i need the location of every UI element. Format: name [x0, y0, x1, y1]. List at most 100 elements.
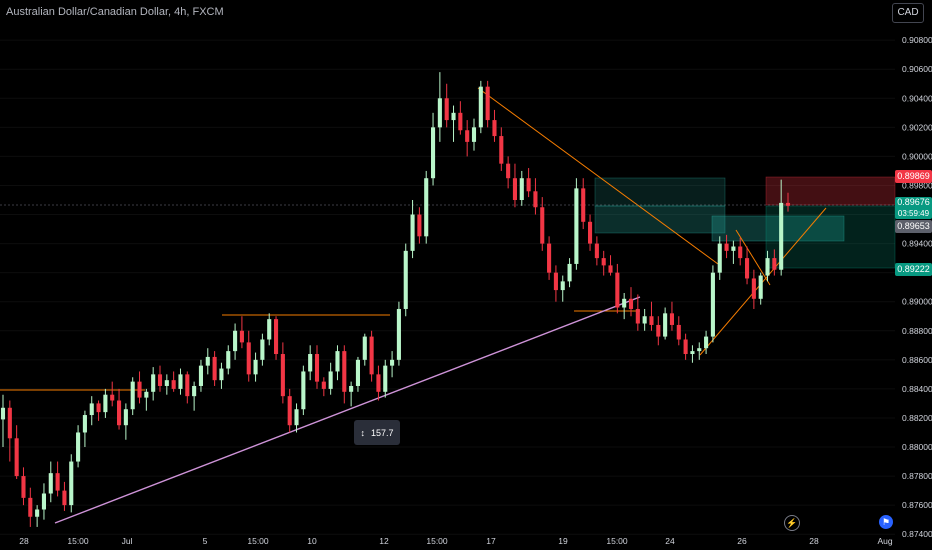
candle — [192, 381, 197, 411]
candle-body — [635, 308, 640, 324]
candle — [540, 197, 545, 251]
candle — [547, 236, 552, 280]
candle-body — [765, 258, 770, 276]
y-tick-label: 0.90000 — [902, 151, 932, 161]
candle-body — [294, 409, 299, 426]
candle — [62, 481, 67, 511]
candle-body — [110, 394, 115, 401]
candle — [710, 265, 715, 343]
currency-button[interactable]: CAD — [892, 3, 924, 23]
y-tick-label: 0.88400 — [902, 384, 932, 394]
candle — [437, 72, 442, 142]
bar-countdown: 03:59:49 — [897, 209, 930, 218]
range-measure-label[interactable]: ↕ 157.7 — [354, 420, 400, 445]
candle — [212, 351, 217, 386]
candle — [567, 258, 572, 288]
candle-body — [526, 178, 531, 192]
candle-body — [731, 246, 736, 251]
stop-price-tag: 0.89222 — [895, 263, 932, 276]
y-tick-label: 0.88800 — [902, 326, 932, 336]
candle — [157, 365, 163, 392]
lightning-icon[interactable]: ⚡ — [784, 515, 800, 531]
candle-body — [383, 365, 388, 392]
y-tick-label: 0.88600 — [902, 355, 932, 365]
candle — [628, 287, 634, 317]
candle — [519, 170, 524, 206]
candle — [280, 342, 285, 404]
candle — [676, 316, 681, 346]
candle — [376, 365, 381, 401]
candle-body — [547, 243, 552, 273]
candle — [14, 425, 19, 479]
candle-body — [697, 348, 702, 352]
target-zone-lower[interactable] — [594, 205, 726, 234]
candle — [594, 236, 599, 266]
candle-body — [485, 86, 490, 121]
short-position-stop-zone[interactable] — [765, 176, 896, 206]
candle-body — [48, 473, 53, 494]
candle — [499, 127, 504, 171]
position-zones — [594, 176, 896, 269]
candle — [171, 371, 176, 392]
candle — [738, 237, 743, 266]
target-zone-upper[interactable] — [594, 177, 726, 207]
candle — [622, 292, 627, 320]
wedge-line-lower[interactable] — [699, 207, 827, 356]
x-tick-label: 24 — [665, 536, 675, 546]
candle — [492, 109, 497, 142]
candle — [76, 425, 81, 468]
candle — [287, 388, 292, 433]
candle — [355, 356, 361, 392]
candle — [82, 410, 87, 448]
candle-body — [601, 258, 606, 266]
candle — [533, 178, 538, 215]
candle-body — [171, 380, 176, 389]
candle — [362, 333, 367, 366]
candle — [649, 301, 654, 331]
candle-body — [458, 112, 463, 131]
candle — [656, 316, 661, 346]
candle-body — [478, 86, 483, 128]
candle-body — [116, 400, 122, 426]
candle — [697, 342, 702, 360]
candle-body — [198, 365, 204, 386]
candle-body — [492, 120, 497, 137]
candle — [574, 178, 579, 270]
candle — [116, 388, 122, 430]
candle-body — [471, 127, 477, 142]
x-tick-label: 17 — [486, 536, 496, 546]
candle-body — [751, 278, 756, 299]
long-position-zone-lower[interactable] — [711, 215, 845, 242]
y-tick-label: 0.90600 — [902, 64, 932, 74]
candle — [130, 377, 135, 416]
candle — [478, 80, 483, 134]
candle-body — [704, 336, 709, 349]
candle-body — [717, 243, 722, 273]
candle-body — [267, 319, 272, 340]
wedge-line-upper[interactable] — [735, 229, 771, 286]
candle — [185, 371, 190, 404]
candle-body — [676, 324, 681, 340]
descending-trendline[interactable] — [477, 87, 719, 265]
candle — [137, 371, 142, 404]
candle — [321, 377, 326, 397]
candle-body — [567, 263, 572, 282]
flag-icon[interactable]: ⚑ — [879, 515, 893, 529]
ascending-trendline[interactable] — [54, 296, 641, 524]
candle — [758, 272, 763, 305]
candle-body — [533, 191, 538, 208]
candle-body — [628, 298, 634, 309]
y-tick-label: 0.90400 — [902, 93, 932, 103]
candle-body — [403, 250, 408, 309]
x-tick-label: Aug — [877, 536, 892, 546]
x-tick-label: 15:00 — [606, 536, 628, 546]
candle-body — [587, 221, 593, 244]
candle-body — [280, 354, 285, 397]
candle — [69, 454, 74, 513]
short-position-profit-zone[interactable] — [765, 205, 896, 269]
candle — [635, 294, 640, 331]
candle-body — [212, 356, 217, 381]
y-tick-label: 0.87400 — [902, 529, 932, 539]
